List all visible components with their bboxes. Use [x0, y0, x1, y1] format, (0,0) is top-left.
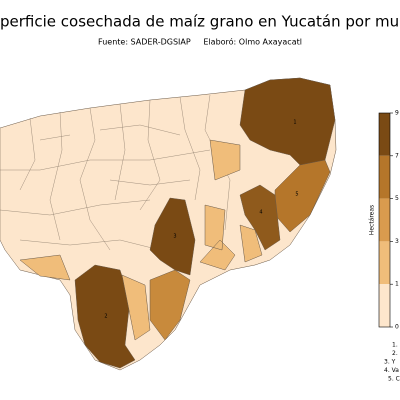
colorbar-frame — [378, 112, 391, 328]
municipio-5 — [274, 159, 331, 233]
colorbar-bin — [379, 241, 390, 285]
colorbar-label: Hectáreas — [369, 205, 376, 235]
colorbar-bin — [379, 155, 390, 199]
legend-item: 1. — [392, 342, 398, 349]
legend: 1.2. 3. Y4. Va 5. C — [384, 342, 400, 383]
colorbar-tick-label: 1 — [395, 281, 399, 288]
state-map: 1 2 3 4 5 — [0, 77, 337, 371]
map-label: 4 — [259, 210, 262, 216]
municipio-medium — [149, 269, 191, 341]
municipio-3 — [149, 197, 196, 276]
colorbar-bin — [379, 284, 390, 327]
colorbar-tick-label: 9 — [395, 110, 399, 117]
map-label: 5 — [295, 192, 298, 198]
legend-item: 2. — [392, 350, 398, 357]
colorbar-bin — [379, 113, 390, 156]
colorbar-tick-label: 3 — [395, 238, 399, 245]
legend-item: 3. Y — [384, 359, 396, 366]
map-label: 3 — [173, 234, 176, 240]
map-label: 2 — [104, 314, 107, 320]
colorbar-tick-label: 5 — [395, 195, 399, 202]
municipio-borders — [0, 94, 231, 251]
colorbar-bin — [379, 198, 390, 242]
legend-item: 5. C — [388, 376, 400, 383]
colorbar-tick-label: 7 — [395, 152, 399, 159]
municipio-2 — [74, 264, 136, 369]
map-title: perficie cosechada de maíz grano en Yuca… — [0, 13, 400, 31]
municipio-light — [19, 139, 263, 341]
map-subtitle: Fuente: SADER-DGSIAP Elaboró: Olmo Axaya… — [98, 37, 302, 47]
colorbar: Hectáreas 9 7 5 3 1 0 — [369, 110, 400, 331]
legend-item: 4. Va — [384, 367, 399, 374]
municipio-4 — [239, 184, 281, 251]
map-label: 1 — [293, 120, 296, 126]
colorbar-tick-label: 0 — [395, 324, 399, 331]
